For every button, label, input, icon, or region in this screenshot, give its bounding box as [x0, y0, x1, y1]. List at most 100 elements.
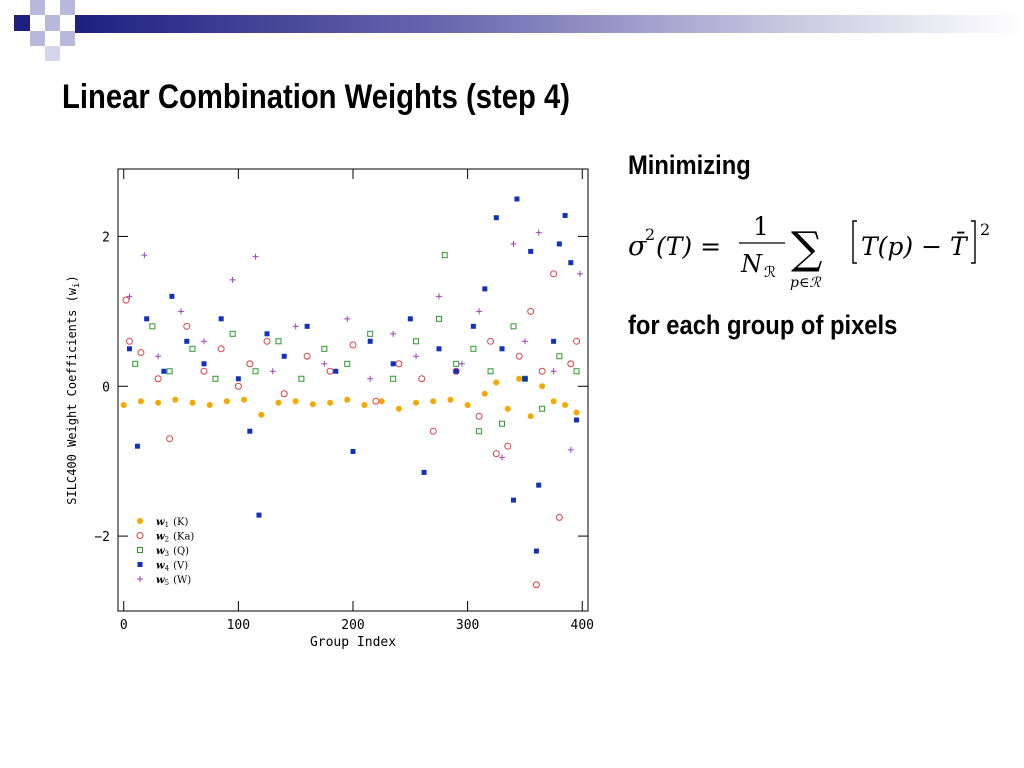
- data-point: [367, 330, 374, 337]
- data-point: [555, 513, 563, 521]
- data-point: [527, 307, 535, 315]
- data-point: [303, 352, 311, 360]
- y-tick-label: 2: [102, 230, 110, 245]
- data-point: [453, 360, 460, 367]
- data-point: [256, 512, 262, 518]
- data-point: [514, 196, 520, 202]
- legend: w1 (K) w2 (Ka) w3 (Q) w4 (V) w5 (W): [136, 517, 194, 587]
- x-tick-label: 400: [571, 618, 594, 633]
- series-w2: [122, 270, 581, 589]
- data-point: [372, 397, 380, 405]
- data-point: [161, 368, 167, 374]
- data-point: [573, 368, 580, 375]
- data-point: [178, 308, 185, 315]
- data-point: [304, 323, 310, 329]
- data-point: [350, 448, 356, 454]
- data-point: [275, 338, 282, 345]
- legend-marker: [137, 576, 143, 582]
- data-point: [247, 428, 253, 434]
- legend-label: w3 (Q): [156, 546, 189, 558]
- data-point: [235, 376, 241, 382]
- formula-sum: ∑: [791, 223, 822, 274]
- legend-label: w1 (K): [156, 517, 188, 529]
- data-point: [292, 323, 299, 330]
- data-point: [252, 253, 259, 260]
- data-point: [321, 345, 328, 352]
- data-point: [344, 360, 351, 367]
- data-point: [390, 361, 396, 367]
- data-point: [429, 427, 437, 435]
- data-point: [292, 398, 299, 405]
- data-point: [510, 323, 517, 330]
- data-point: [551, 338, 557, 344]
- data-point: [126, 346, 132, 352]
- data-point: [298, 375, 305, 382]
- data-point: [169, 293, 175, 299]
- legend-label: w5 (W): [156, 575, 191, 587]
- data-point: [452, 367, 460, 375]
- data-point: [421, 469, 427, 475]
- data-point: [535, 229, 542, 236]
- data-point: [333, 368, 339, 374]
- x-tick-label: 0: [120, 618, 128, 633]
- data-point: [413, 353, 420, 360]
- data-point: [183, 322, 191, 330]
- data-point: [562, 401, 569, 408]
- data-point: [510, 240, 517, 247]
- data-point: [223, 398, 230, 405]
- data-point: [481, 390, 488, 397]
- data-point: [269, 368, 276, 375]
- data-point: [281, 353, 287, 359]
- data-point: [246, 360, 254, 368]
- data-point: [395, 405, 402, 412]
- data-point: [122, 296, 130, 304]
- x-tick-label: 100: [227, 618, 250, 633]
- data-point: [212, 375, 219, 382]
- data-point: [326, 367, 334, 375]
- y-axis-label: SILC400 Weight Coefficients (wi): [65, 275, 82, 504]
- data-point: [155, 399, 162, 406]
- data-point: [435, 315, 442, 322]
- data-point: [499, 454, 506, 461]
- x-tick-label: 300: [456, 618, 479, 633]
- series-w4: [126, 196, 580, 554]
- data-point: [493, 379, 500, 386]
- data-point: [154, 375, 162, 383]
- title-gradient-bar: [75, 15, 1024, 33]
- formula-numerator: 1: [753, 212, 769, 241]
- formula-arg: (T) =: [656, 232, 721, 261]
- data-point: [229, 276, 236, 283]
- data-point: [567, 446, 574, 453]
- data-point: [367, 338, 373, 344]
- data-point: [413, 338, 420, 345]
- data-point: [470, 323, 476, 329]
- data-point: [562, 212, 568, 218]
- formula-right-bracket: [971, 220, 976, 264]
- data-point: [499, 346, 505, 352]
- data-point: [395, 360, 403, 368]
- data-point: [413, 399, 420, 406]
- x-tick-label: 200: [341, 618, 364, 633]
- data-point: [218, 316, 224, 322]
- data-point: [120, 401, 127, 408]
- data-point: [264, 331, 270, 337]
- formula-power: 2: [645, 225, 655, 244]
- data-point: [436, 346, 442, 352]
- minimizing-text: Minimizing: [628, 150, 751, 180]
- data-point: [172, 396, 179, 403]
- data-point: [533, 548, 539, 554]
- formula-left-bracket: [852, 220, 857, 264]
- data-point: [482, 286, 488, 292]
- data-point: [447, 396, 454, 403]
- data-point: [476, 428, 483, 435]
- data-point: [166, 368, 173, 375]
- data-point: [458, 360, 465, 367]
- data-point: [229, 330, 236, 337]
- data-point: [200, 367, 208, 375]
- data-point: [344, 396, 351, 403]
- data-point: [407, 316, 413, 322]
- data-point: [516, 375, 523, 382]
- data-point: [441, 252, 448, 259]
- data-point: [550, 398, 557, 405]
- data-point: [125, 337, 133, 345]
